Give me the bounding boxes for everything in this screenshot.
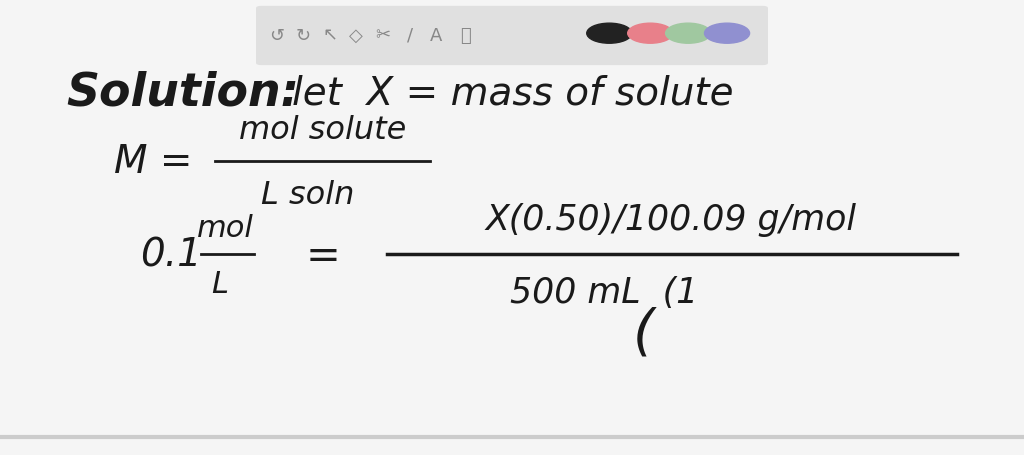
Text: ◇: ◇ (349, 26, 364, 45)
Text: ⬜: ⬜ (461, 26, 471, 45)
FancyBboxPatch shape (256, 7, 768, 66)
Text: Solution:: Solution: (67, 71, 300, 116)
Text: L: L (212, 269, 228, 298)
Text: =: = (305, 235, 340, 277)
Text: ↺: ↺ (269, 26, 284, 45)
Circle shape (587, 24, 632, 44)
Text: ↻: ↻ (296, 26, 310, 45)
Circle shape (628, 24, 673, 44)
Circle shape (705, 24, 750, 44)
Text: 0.1: 0.1 (140, 236, 202, 274)
Text: let  X = mass of solute: let X = mass of solute (292, 74, 733, 112)
Text: /: / (407, 26, 413, 45)
Text: M =: M = (114, 142, 193, 181)
Text: mol: mol (197, 213, 254, 242)
Text: ↖: ↖ (323, 26, 337, 45)
Circle shape (666, 24, 711, 44)
Text: A: A (430, 26, 442, 45)
Text: L soln: L soln (260, 180, 354, 211)
Text: mol solute: mol solute (239, 115, 407, 146)
Text: ✂: ✂ (376, 26, 390, 45)
Text: (: ( (632, 306, 654, 359)
Text: 500 mL  (1: 500 mL (1 (510, 275, 698, 309)
Text: X(0.50)/100.09 g/mol: X(0.50)/100.09 g/mol (485, 202, 856, 237)
